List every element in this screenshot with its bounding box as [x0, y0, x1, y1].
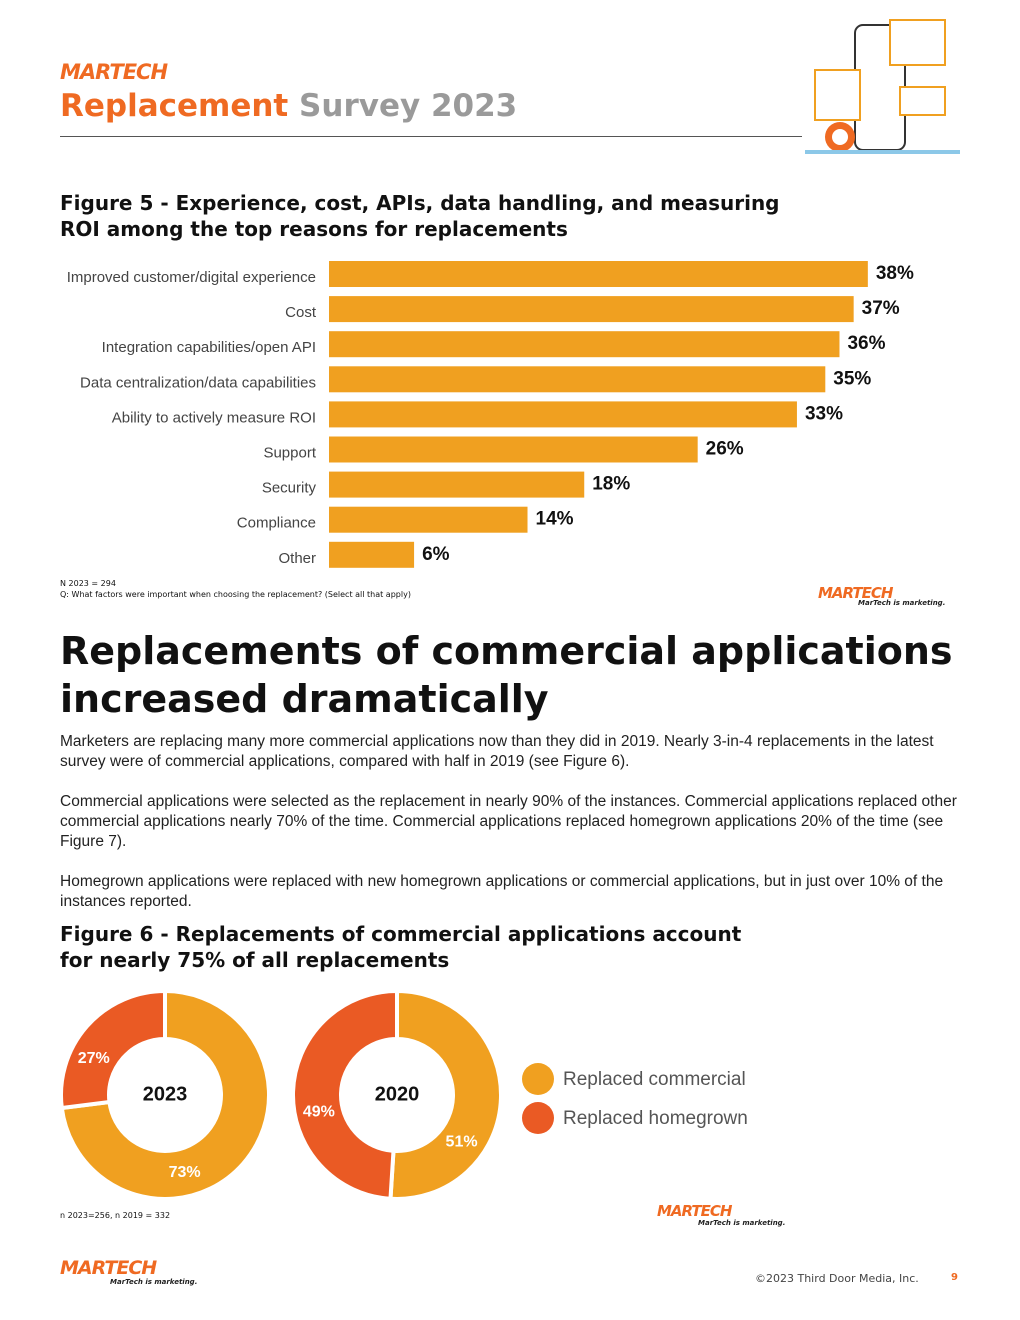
bar: [329, 366, 826, 393]
bar: [329, 471, 585, 498]
figure-title: Figure 6 - Replacements of commercial ap…: [60, 921, 741, 973]
category-label: Data centralization/data capabilities: [80, 374, 316, 391]
slice-label: 27%: [78, 1050, 110, 1067]
bar-chart: Improved customer/digital experience 38% C…: [67, 261, 914, 568]
donut-slice: [59, 988, 271, 1201]
header-logo: MARTECH: [60, 60, 168, 84]
bar: [329, 541, 415, 568]
legend-swatch: [522, 1063, 554, 1095]
slice-label: 73%: [169, 1164, 201, 1181]
value-label: 38%: [876, 263, 914, 284]
donut-slice: [59, 988, 167, 1111]
figure-title: Figure 5 - Experience, cost, APIs, data …: [60, 190, 780, 242]
category-label: Compliance: [237, 515, 316, 532]
value-label: 36%: [847, 333, 885, 354]
title-line: ROI among the top reasons for replacemen…: [60, 217, 568, 241]
bar: [329, 261, 868, 287]
title-line: Figure 5 - Experience, cost, APIs, data …: [60, 191, 780, 215]
paragraph: Homegrown applications were replaced wit…: [60, 873, 944, 910]
tagline: MarTech is marketing.: [698, 1219, 786, 1227]
logo: MARTECH: [818, 584, 893, 602]
question: Q: What factors were important when choo…: [60, 590, 411, 599]
legend-swatch: [522, 1102, 554, 1134]
center-label: 2020: [375, 1083, 420, 1105]
category-label: Support: [263, 444, 316, 461]
category-label: Security: [262, 480, 317, 497]
bar: [329, 401, 797, 428]
value-label: 37%: [862, 298, 900, 319]
header-title: Replacement Survey 2023: [60, 88, 517, 124]
target: [832, 129, 848, 145]
title-line: for nearly 75% of all replacements: [60, 948, 450, 972]
category-label: Cost: [285, 304, 317, 321]
tagline: MarTech is marketing.: [858, 599, 946, 607]
header-rule: [60, 136, 802, 137]
category-label: Improved customer/digital experience: [67, 269, 316, 286]
donut-slice: [291, 988, 399, 1201]
paragraph: Commercial applications were selected as…: [60, 793, 957, 850]
footer-logo: MARTECH: [60, 1257, 157, 1279]
category-label: Ability to actively measure ROI: [112, 409, 316, 426]
ground: [805, 150, 960, 154]
value-label: 35%: [833, 368, 871, 389]
bar: [329, 296, 854, 323]
value-label: 26%: [706, 439, 744, 460]
donut-slice: [388, 988, 503, 1201]
value-label: 33%: [805, 403, 843, 424]
heading-line: increased dramatically: [60, 677, 549, 721]
section-heading: Replacements of commercial applications i…: [60, 627, 953, 723]
paragraph: Marketers are replacing many more commer…: [60, 733, 934, 770]
bar: [329, 436, 698, 463]
slice-label: 51%: [446, 1133, 478, 1150]
panel: [889, 19, 946, 66]
title-accent: Replacement: [60, 88, 289, 124]
panel: [814, 69, 861, 121]
figure-notes: N 2023 = 294 Q: What factors were importa…: [60, 578, 411, 600]
center-label: 2023: [143, 1083, 188, 1105]
donut-charts: 73% 27% 2023 Replaced commercial Replaced ho…: [59, 988, 748, 1201]
bar: [329, 331, 840, 358]
title-rest: Survey 2023: [299, 88, 518, 124]
page-number: 9: [951, 1272, 958, 1283]
title-line: Figure 6 - Replacements of commercial ap…: [60, 922, 742, 946]
logo: MARTECH: [657, 1202, 732, 1220]
footer-tagline: MarTech is marketing.: [110, 1278, 198, 1286]
note: n 2023=256, n 2019 = 332: [60, 1211, 171, 1220]
panel: [899, 86, 946, 116]
category-label: Other: [278, 550, 316, 567]
value-label: 18%: [592, 474, 630, 495]
note: N 2023 = 294: [60, 579, 116, 588]
legend-label: Replaced homegrown: [563, 1108, 748, 1129]
heading-line: Replacements of commercial applications: [60, 629, 953, 673]
category-label: Integration capabilities/open API: [102, 339, 316, 356]
value-label: 14%: [536, 509, 574, 530]
slice-label: 49%: [303, 1104, 335, 1121]
illustration: [805, 19, 960, 154]
bar: [329, 506, 528, 533]
copyright: ©2023 Third Door Media, Inc.: [755, 1272, 919, 1285]
legend-label: Replaced commercial: [563, 1069, 746, 1090]
value-label: 6%: [422, 544, 450, 565]
